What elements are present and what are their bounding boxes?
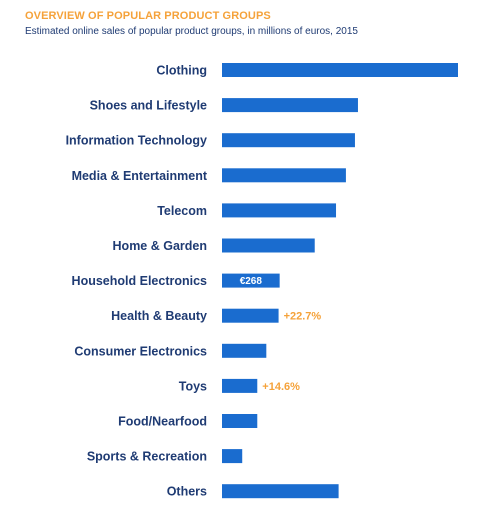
bar (222, 449, 243, 464)
bar (222, 203, 337, 218)
bar (222, 484, 339, 499)
bar (222, 343, 267, 358)
category-label: Telecom (157, 204, 207, 218)
category-label: Shoes and Lifestyle (90, 99, 207, 113)
bar (222, 273, 280, 288)
bar (222, 98, 358, 113)
category-label: Clothing (156, 64, 207, 78)
bar (222, 133, 355, 148)
category-label: Home & Garden (113, 239, 207, 253)
bar (222, 308, 279, 323)
chart-title: OVERVIEW OF POPULAR PRODUCT GROUPS (25, 10, 271, 22)
category-label: Media & Entertainment (72, 169, 208, 183)
bar (222, 168, 346, 183)
bar (222, 414, 258, 428)
category-label: Household Electronics (72, 274, 207, 288)
category-label: Information Technology (66, 134, 207, 148)
category-label: Sports & Recreation (87, 450, 207, 464)
growth-annotation: +22.7% (284, 311, 322, 323)
category-label: Health & Beauty (111, 309, 207, 323)
bar (222, 63, 458, 77)
bar (222, 378, 258, 393)
chart-subtitle: Estimated online sales of popular produc… (25, 26, 358, 37)
category-label: Consumer Electronics (74, 344, 207, 358)
bar-value-label: €268 (240, 276, 263, 287)
growth-annotation: +14.6% (262, 381, 300, 393)
category-label: Toys (179, 379, 207, 393)
category-label: Food/Nearfood (118, 415, 207, 429)
category-label: Others (167, 485, 207, 499)
bar (222, 238, 315, 253)
